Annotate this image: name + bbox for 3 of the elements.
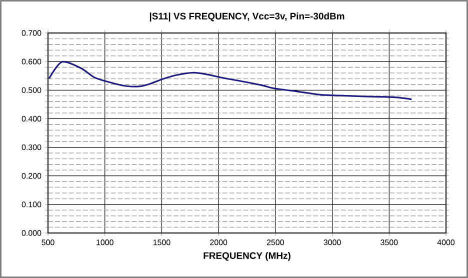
line-series [48,60,412,100]
chart-title: |S11| VS FREQUENCY, Vcc=3v, Pin=-30dBm [150,12,344,22]
x-axis-title: FREQUENCY (MHz) [204,252,290,261]
